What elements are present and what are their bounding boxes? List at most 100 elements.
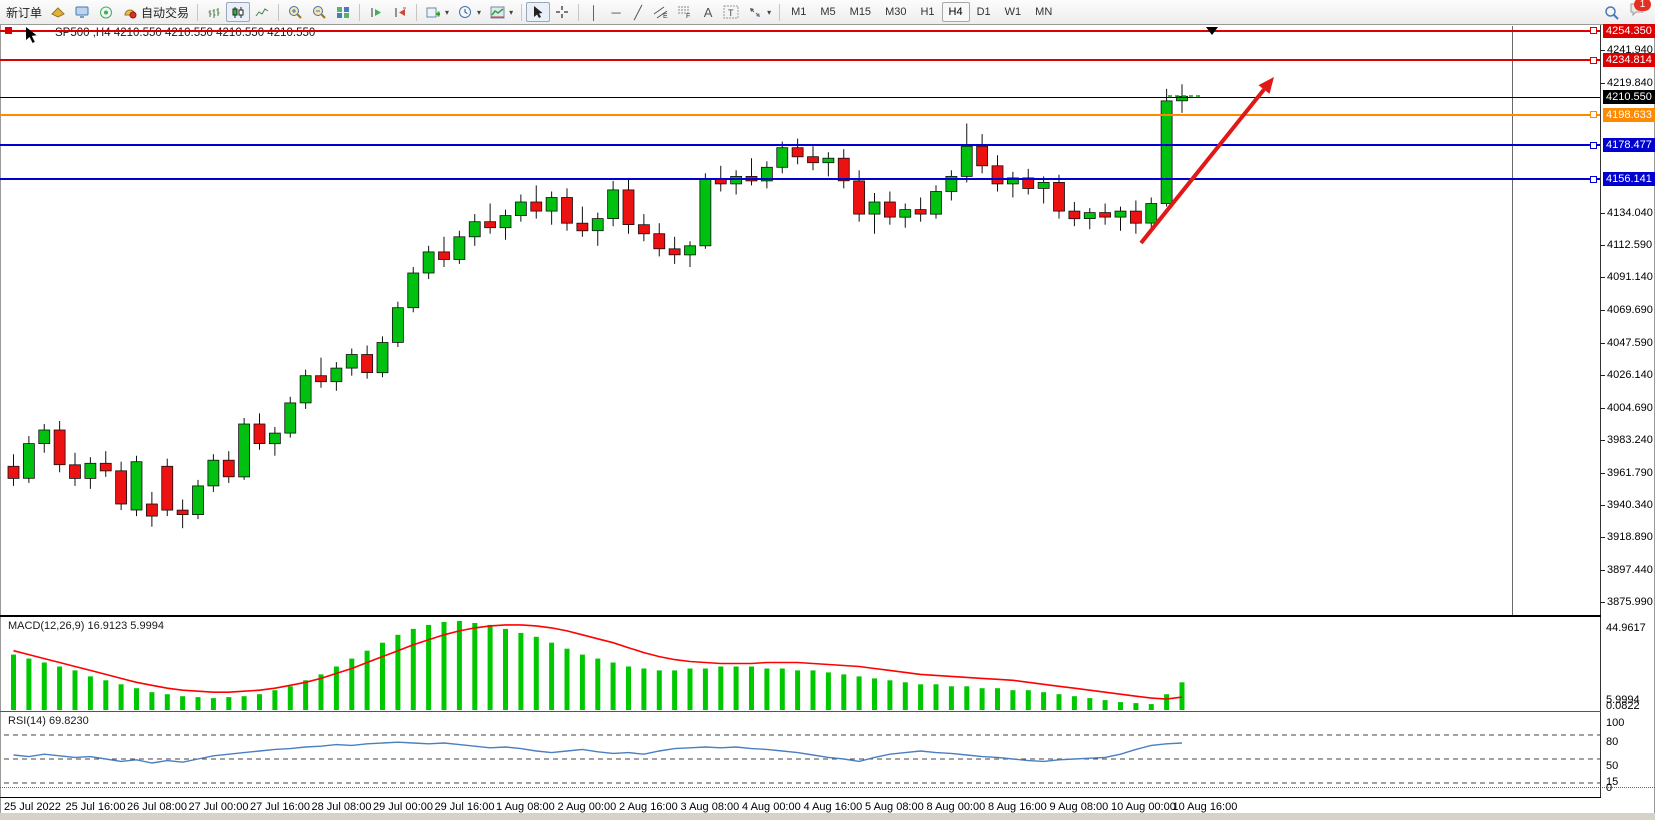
price-line-handle[interactable] bbox=[1590, 111, 1597, 119]
window-left-border bbox=[0, 24, 1, 814]
timeframe-h4[interactable]: H4 bbox=[941, 2, 970, 22]
periods-button[interactable]: ▾ bbox=[453, 2, 485, 22]
zoom-out-icon bbox=[311, 5, 327, 20]
cursor-tool-button[interactable] bbox=[526, 2, 551, 22]
time-axis-label: 5 Aug 08:00 bbox=[865, 801, 924, 813]
zoom-in-icon bbox=[287, 5, 303, 20]
auto-scroll-button[interactable] bbox=[364, 2, 388, 22]
market-watch-button[interactable] bbox=[46, 2, 70, 22]
rsi-label: RSI(14) 69.8230 bbox=[8, 715, 89, 727]
timeframe-m5[interactable]: M5 bbox=[813, 2, 842, 22]
label-tool-button[interactable]: T bbox=[719, 2, 743, 22]
zoom-out-button[interactable] bbox=[307, 2, 331, 22]
trendline-tool-button[interactable]: ╱ bbox=[627, 2, 649, 22]
price-tick-label: 3940.340 bbox=[1607, 499, 1653, 512]
signals-button[interactable] bbox=[94, 2, 118, 22]
price-line-handle[interactable] bbox=[1590, 175, 1597, 183]
rsi-axis-label: 80 bbox=[1606, 736, 1619, 748]
time-axis-label: 29 Jul 16:00 bbox=[434, 801, 495, 813]
time-axis-label: 28 Jul 08:00 bbox=[311, 801, 372, 813]
rsi-axis-label: 0 bbox=[1606, 782, 1613, 794]
price-line-badge: 4254.350 bbox=[1603, 23, 1655, 38]
vertical-line-tool-button[interactable]: │ bbox=[583, 2, 605, 22]
time-axis-label: 2 Aug 16:00 bbox=[619, 801, 678, 813]
price-line[interactable] bbox=[0, 59, 1600, 62]
toolbar-separator bbox=[197, 3, 199, 21]
auto-trading-button[interactable]: 自动交易 bbox=[118, 2, 193, 22]
price-line-badge: 4178.477 bbox=[1603, 138, 1655, 153]
chart-shift-button[interactable] bbox=[388, 2, 412, 22]
price-tick-label: 4091.140 bbox=[1607, 271, 1653, 284]
time-axis-dotted-line bbox=[0, 787, 1655, 788]
zoom-in-button[interactable] bbox=[283, 2, 307, 22]
time-axis-label: 8 Aug 00:00 bbox=[926, 801, 986, 813]
bar-chart-icon bbox=[206, 5, 222, 20]
toolbar-separator bbox=[278, 3, 280, 21]
timeframe-d1[interactable]: D1 bbox=[970, 2, 998, 22]
timeframe-m1[interactable]: M1 bbox=[784, 2, 813, 22]
trendline-icon: ╱ bbox=[634, 4, 642, 20]
fibonacci-tool-button[interactable]: F bbox=[673, 2, 697, 22]
macd-panel-separator[interactable] bbox=[0, 711, 1601, 712]
new-order-button[interactable]: 新订单 bbox=[2, 2, 46, 22]
indicators-button[interactable]: ▾ bbox=[485, 2, 517, 22]
price-line[interactable] bbox=[0, 113, 1600, 116]
search-button[interactable] bbox=[1599, 2, 1623, 22]
main-panel-separator[interactable] bbox=[0, 615, 1601, 617]
price-tick-mark bbox=[1600, 82, 1605, 84]
timeframe-mn[interactable]: MN bbox=[1028, 2, 1059, 22]
line-chart-button[interactable] bbox=[250, 2, 274, 22]
trend-arrow-annotation[interactable] bbox=[1139, 77, 1274, 245]
new-window-button[interactable]: ▾ bbox=[421, 2, 453, 22]
macd-axis-label: 5.9994 bbox=[1606, 694, 1640, 706]
bar-chart-button[interactable] bbox=[202, 2, 226, 22]
price-tick-label: 3918.890 bbox=[1607, 531, 1653, 544]
price-line[interactable] bbox=[0, 29, 1600, 32]
candlestick-chart-icon bbox=[230, 5, 246, 20]
toolbar-separator bbox=[521, 3, 523, 21]
time-axis-label: 26 Jul 08:00 bbox=[127, 801, 187, 813]
timeframe-m15[interactable]: M15 bbox=[843, 2, 878, 22]
price-tick-label: 3961.790 bbox=[1607, 466, 1653, 479]
caret-down-icon: ▾ bbox=[509, 7, 514, 17]
terminal-button[interactable] bbox=[70, 2, 94, 22]
chart-shift-marker-icon[interactable] bbox=[1206, 27, 1218, 35]
time-axis-label: 25 Jul 16:00 bbox=[65, 801, 126, 813]
price-line[interactable] bbox=[0, 144, 1600, 147]
time-axis-label: 27 Jul 16:00 bbox=[250, 801, 310, 813]
toolbar-separator bbox=[359, 3, 361, 21]
price-tick-label: 4047.590 bbox=[1607, 337, 1653, 350]
price-line-left-handle[interactable] bbox=[5, 27, 12, 35]
radar-icon bbox=[98, 5, 114, 20]
price-tick-label: 3897.440 bbox=[1607, 563, 1653, 576]
timeframe-w1[interactable]: W1 bbox=[998, 2, 1029, 22]
toolbar-right: 1 bbox=[1599, 0, 1653, 22]
price-tick-mark bbox=[1600, 569, 1605, 571]
tile-windows-button[interactable] bbox=[331, 2, 355, 22]
auto-trading-icon bbox=[122, 5, 138, 20]
monitor-icon bbox=[74, 5, 90, 20]
price-tick-label: 4134.040 bbox=[1607, 206, 1653, 219]
macd-series bbox=[11, 621, 1185, 710]
new-window-icon bbox=[425, 5, 441, 20]
horizontal-line-tool-button[interactable]: ─ bbox=[605, 2, 627, 22]
text-tool-button[interactable]: A bbox=[697, 2, 719, 22]
time-axis-label: 3 Aug 08:00 bbox=[680, 801, 740, 813]
price-line[interactable] bbox=[0, 178, 1600, 181]
channel-tool-button[interactable]: E bbox=[649, 2, 673, 22]
candlestick-chart-button[interactable] bbox=[226, 2, 251, 22]
timeframe-h1[interactable]: H1 bbox=[913, 2, 941, 22]
price-line[interactable] bbox=[0, 96, 1600, 98]
price-tick-mark bbox=[1600, 505, 1605, 507]
rsi-axis-label: 50 bbox=[1606, 760, 1619, 772]
price-line-handle[interactable] bbox=[1590, 141, 1597, 149]
notifications-button[interactable]: 1 bbox=[1629, 0, 1651, 22]
arrows-tool-button[interactable]: ▾ bbox=[743, 2, 775, 22]
price-line-handle[interactable] bbox=[1590, 27, 1597, 35]
timeframe-m30[interactable]: M30 bbox=[878, 2, 913, 22]
rsi-panel-bottom-frame bbox=[0, 797, 1601, 798]
price-line-handle[interactable] bbox=[1590, 56, 1597, 64]
crosshair-tool-button[interactable] bbox=[550, 2, 574, 22]
price-tick-mark bbox=[1600, 407, 1605, 409]
vertical-line-object[interactable] bbox=[1512, 26, 1513, 615]
